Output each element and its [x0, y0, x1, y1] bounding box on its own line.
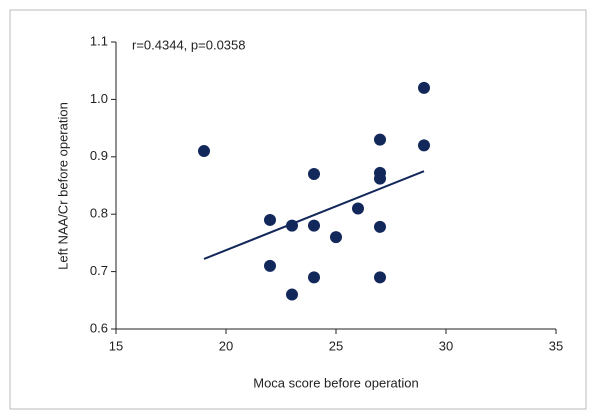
point [330, 231, 342, 244]
point [286, 288, 298, 301]
point [286, 219, 298, 232]
x-tick-label: 15 [109, 338, 123, 353]
point [264, 259, 276, 272]
point [418, 81, 430, 94]
point [308, 219, 320, 232]
x-axis-label: Moca score before operation [253, 375, 418, 390]
point [374, 271, 386, 284]
annotation: r=0.4344, p=0.0358 [132, 37, 246, 52]
point [374, 172, 386, 185]
fit-line [203, 170, 425, 260]
y-tick-label: 0.8 [90, 206, 108, 221]
point [308, 168, 320, 181]
y-tick-label: 1.1 [90, 33, 108, 48]
point [374, 133, 386, 146]
point [352, 202, 364, 215]
point [418, 139, 430, 152]
x-tick-label: 20 [219, 338, 233, 353]
x-tick-label: 35 [549, 338, 563, 353]
point [198, 145, 210, 158]
point [374, 220, 386, 233]
y-tick-label: 0.7 [90, 263, 108, 278]
x-tick-label: 25 [329, 338, 343, 353]
y-tick-label: 0.9 [90, 148, 108, 163]
y-tick-label: 1.0 [90, 91, 108, 106]
x-tick-label: 30 [439, 338, 453, 353]
y-axis-label: Left NAA/Cr before operation [55, 102, 70, 270]
frame [9, 9, 587, 410]
point [308, 271, 320, 284]
point [264, 213, 276, 226]
y-tick-label: 0.6 [90, 320, 108, 335]
